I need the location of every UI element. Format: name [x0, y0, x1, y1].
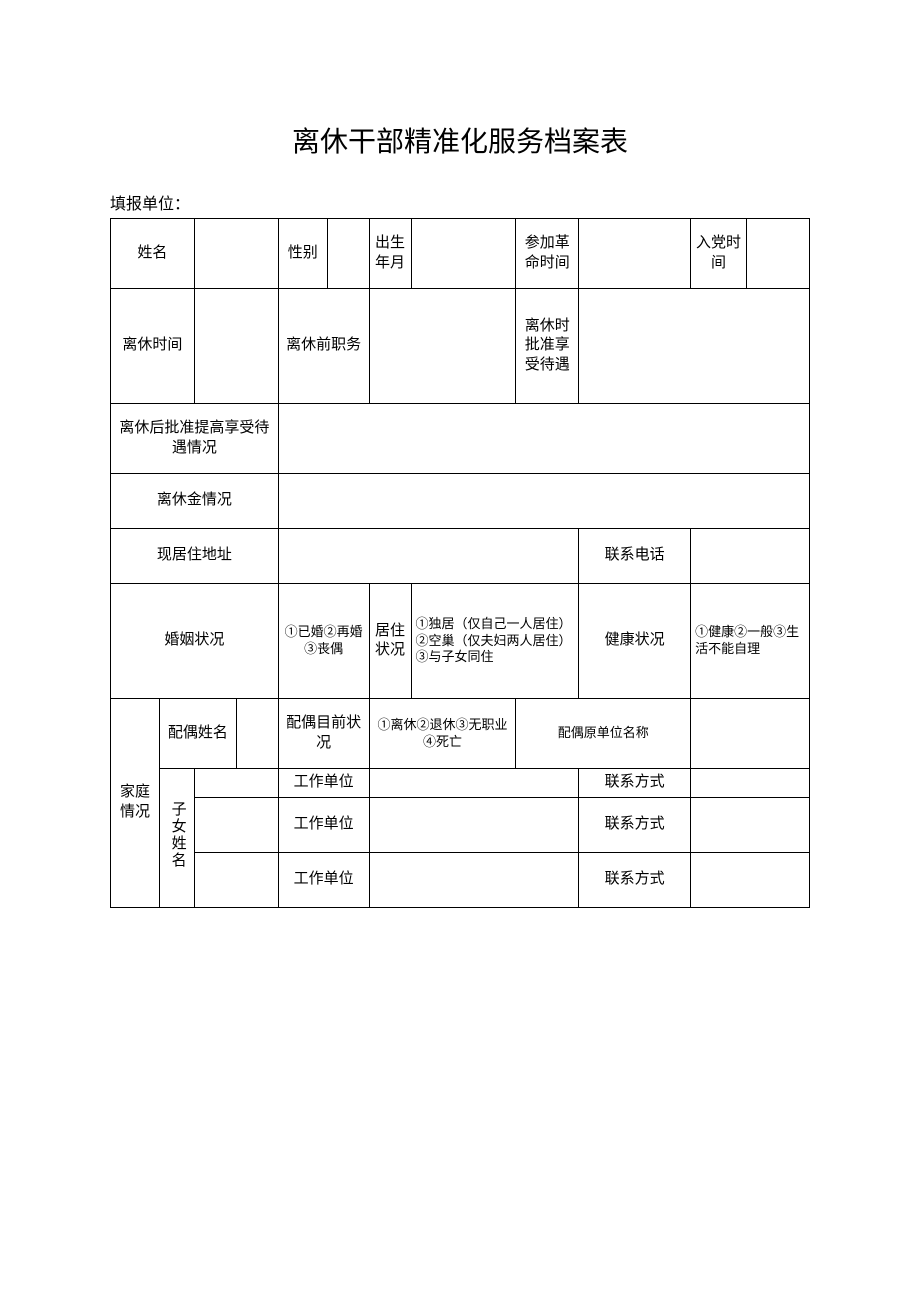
child-contact-label-0: 联系方式 [579, 769, 691, 798]
treatment-label: 离休时批准享受待遇 [516, 289, 579, 404]
spouse-name-label: 配偶姓名 [159, 699, 236, 769]
retire-time-label: 离休时间 [111, 289, 195, 404]
child-contact-value-1 [691, 797, 810, 852]
child-name-1 [194, 797, 278, 852]
spouse-unit-label: 配偶原单位名称 [516, 699, 691, 769]
address-label: 现居住地址 [111, 529, 279, 584]
spouse-status-options: ①离休②退休③无职业④死亡 [369, 699, 516, 769]
subtitle: 填报单位： [110, 190, 810, 214]
revolution-label: 参加革命时间 [516, 219, 579, 289]
marriage-options: ①已婚②再婚③丧偶 [278, 584, 369, 699]
birth-value [411, 219, 516, 289]
party-label: 入党时间 [691, 219, 747, 289]
child-name-2 [194, 852, 278, 907]
name-value [194, 219, 278, 289]
children-label: 子女姓名 [159, 769, 194, 908]
name-label: 姓名 [111, 219, 195, 289]
health-label: 健康状况 [579, 584, 691, 699]
subtitle-label: 填报单位： [110, 196, 190, 213]
gender-value [327, 219, 369, 289]
child-work-label-1: 工作单位 [278, 797, 369, 852]
child-name-0 [194, 769, 278, 798]
pension-value [278, 474, 809, 529]
child-work-value-0 [369, 769, 579, 798]
child-work-value-2 [369, 852, 579, 907]
child-contact-label-2: 联系方式 [579, 852, 691, 907]
living-label: 居住状况 [369, 584, 411, 699]
page-title: 离休干部精准化服务档案表 [110, 120, 810, 160]
pre-position-label: 离休前职务 [278, 289, 369, 404]
marriage-label: 婚姻状况 [111, 584, 279, 699]
treatment-value [579, 289, 810, 404]
improve-value [278, 404, 809, 474]
spouse-status-label: 配偶目前状况 [278, 699, 369, 769]
child-contact-value-2 [691, 852, 810, 907]
party-value [746, 219, 809, 289]
revolution-value [579, 219, 691, 289]
retire-time-value [194, 289, 278, 404]
child-work-label-2: 工作单位 [278, 852, 369, 907]
spouse-unit-value [691, 699, 810, 769]
child-work-value-1 [369, 797, 579, 852]
spouse-name-value [236, 699, 278, 769]
child-contact-value-0 [691, 769, 810, 798]
pension-label: 离休金情况 [111, 474, 279, 529]
living-options: ①独居（仅自己一人居住）②空巢（仅夫妇两人居住）③与子女同住 [411, 584, 579, 699]
form-table: 姓名 性别 出生年月 参加革命时间 入党时间 离休时间 离休前职务 离休时批准享… [110, 218, 810, 908]
child-work-label-0: 工作单位 [278, 769, 369, 798]
child-contact-label-1: 联系方式 [579, 797, 691, 852]
family-section-label: 家庭情况 [111, 699, 160, 908]
improve-label: 离休后批准提高享受待遇情况 [111, 404, 279, 474]
phone-value [691, 529, 810, 584]
address-value [278, 529, 579, 584]
gender-label: 性别 [278, 219, 327, 289]
pre-position-value [369, 289, 516, 404]
phone-label: 联系电话 [579, 529, 691, 584]
health-options: ①健康②一般③生活不能自理 [691, 584, 810, 699]
birth-label: 出生年月 [369, 219, 411, 289]
